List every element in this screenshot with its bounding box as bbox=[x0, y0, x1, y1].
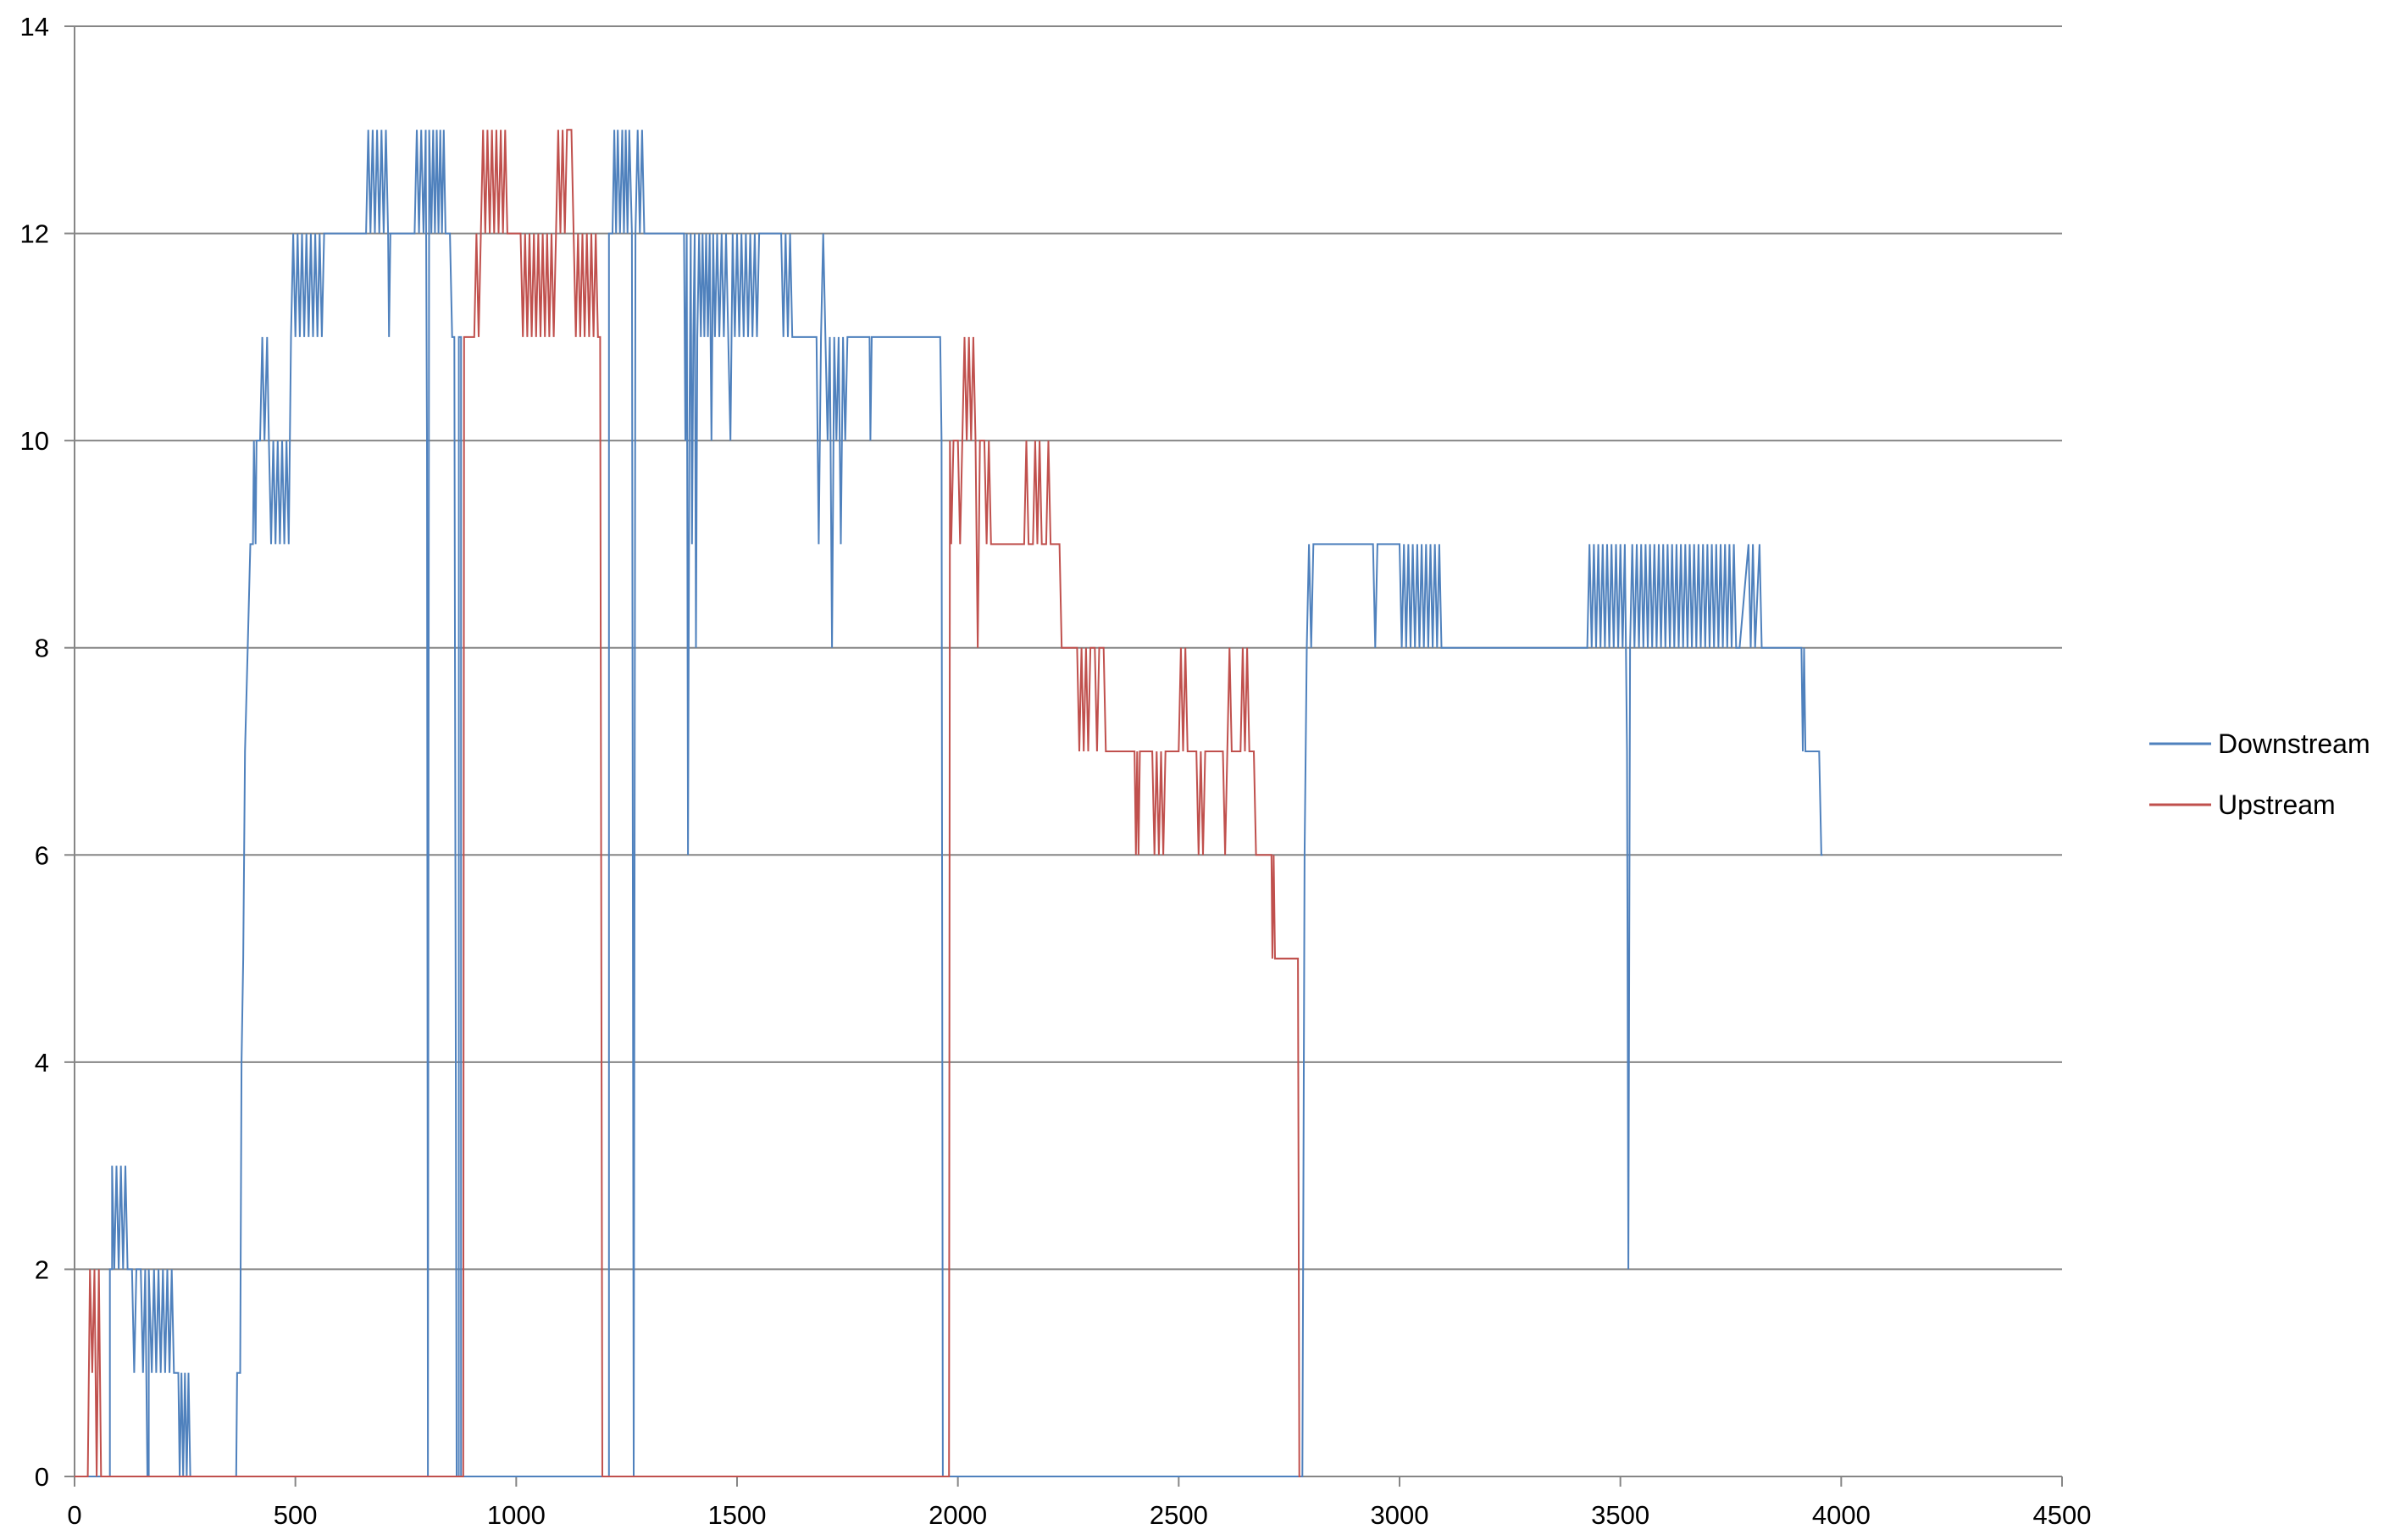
series-lines bbox=[75, 129, 1823, 1477]
y-tick-label: 10 bbox=[20, 426, 49, 456]
x-tick-label: 2500 bbox=[1150, 1500, 1208, 1530]
x-tick-label: 4500 bbox=[2033, 1500, 2092, 1530]
x-tick-label: 2000 bbox=[929, 1500, 987, 1530]
y-tick-label: 4 bbox=[35, 1048, 49, 1077]
x-tick-label: 500 bbox=[274, 1500, 318, 1530]
series-line-upstream bbox=[75, 129, 1301, 1477]
x-tick-label: 1000 bbox=[487, 1500, 546, 1530]
y-tick-label: 14 bbox=[20, 12, 49, 42]
x-tick-label: 1500 bbox=[708, 1500, 767, 1530]
legend: Downstream Upstream bbox=[2149, 728, 2370, 820]
y-tick-label: 8 bbox=[35, 634, 49, 663]
x-axis-tick-labels: 0 500 1000 1500 2000 2500 3000 3500 4000 4500 bbox=[67, 1500, 2091, 1530]
axes bbox=[64, 25, 2063, 1487]
x-tick-label: 3500 bbox=[1591, 1500, 1649, 1530]
legend-label-upstream: Upstream bbox=[2218, 789, 2336, 820]
y-tick-label: 12 bbox=[20, 219, 49, 249]
y-tick-label: 6 bbox=[35, 840, 49, 870]
y-axis-tick-labels: 0 2 4 6 8 10 12 14 bbox=[20, 12, 49, 1492]
x-tick-label: 0 bbox=[67, 1500, 81, 1530]
x-tick-label: 3000 bbox=[1371, 1500, 1429, 1530]
series-line-downstream bbox=[75, 130, 1823, 1477]
y-tick-label: 2 bbox=[35, 1255, 49, 1284]
y-tick-label: 0 bbox=[35, 1462, 49, 1492]
legend-label-downstream: Downstream bbox=[2218, 728, 2370, 759]
x-tick-label: 4000 bbox=[1812, 1500, 1871, 1530]
